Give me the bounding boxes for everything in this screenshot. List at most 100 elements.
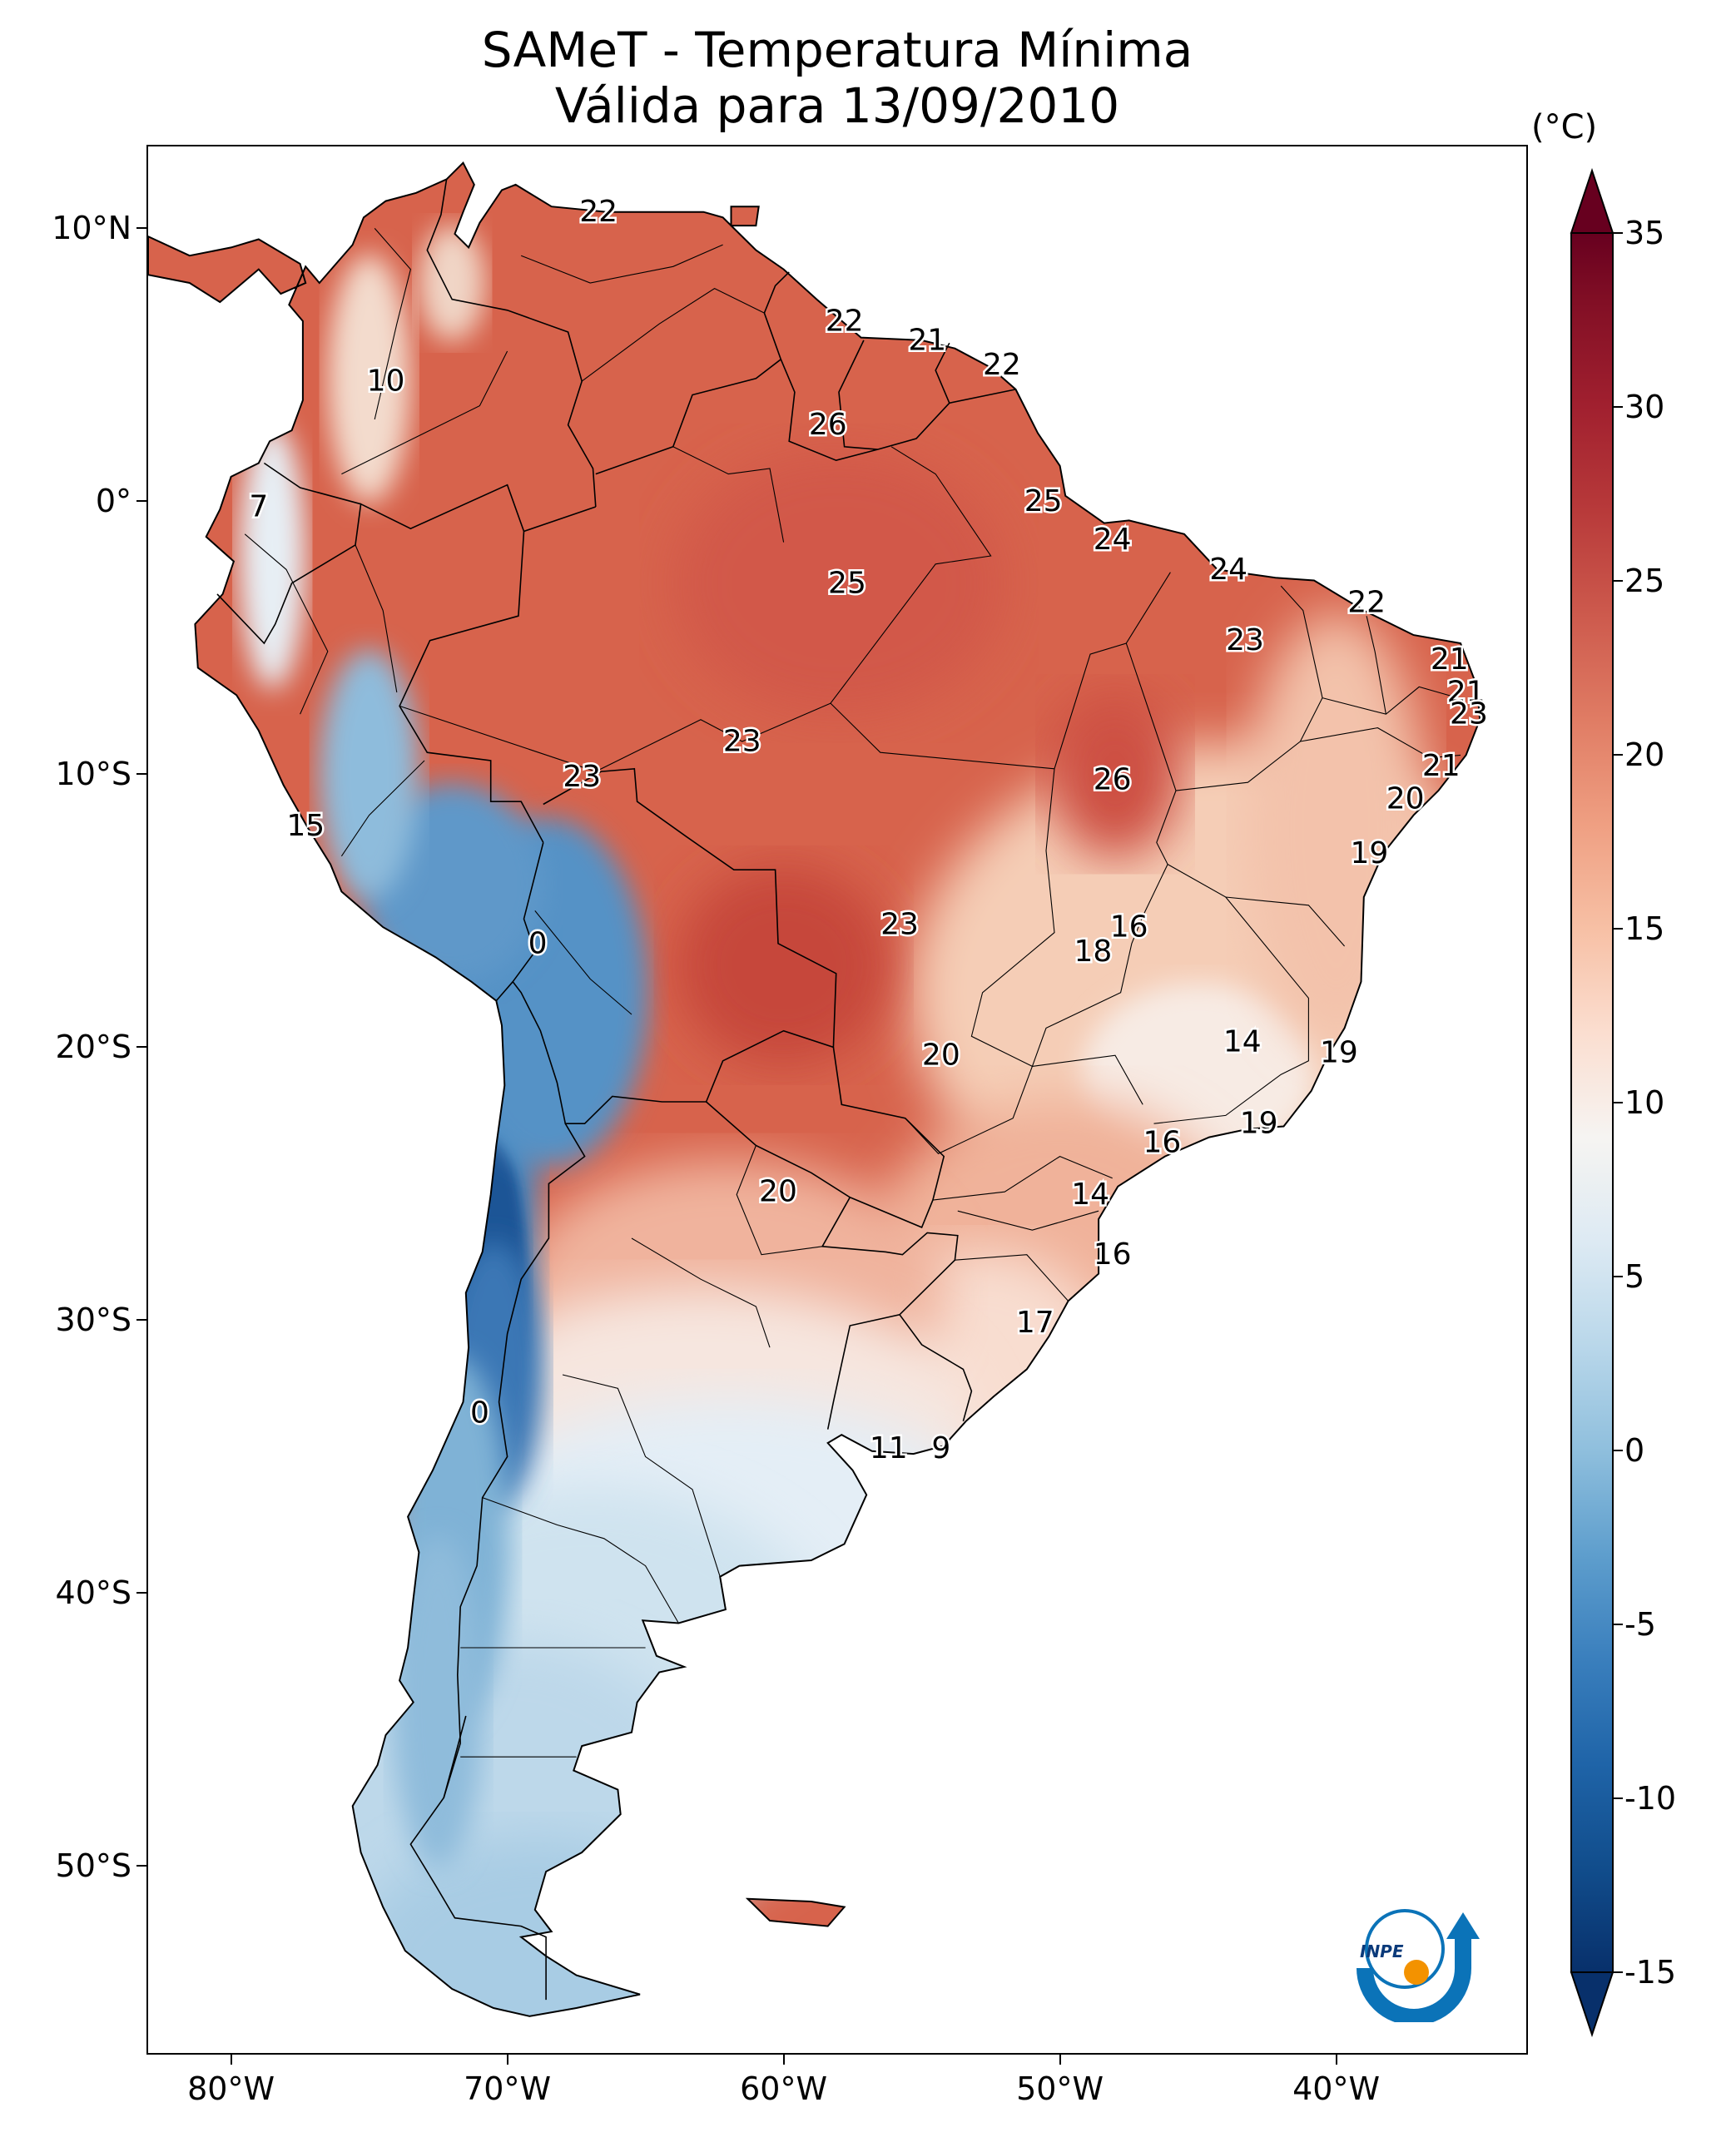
country-border: [512, 767, 837, 1124]
temperature-label: 15: [286, 809, 325, 843]
country-border: [409, 1123, 586, 2001]
temperature-label: 16: [1094, 1237, 1132, 1272]
state-border: [932, 1155, 1113, 1201]
temperature-label: 25: [828, 566, 866, 600]
lat-tick-label: 40°S: [55, 1574, 131, 1612]
state-border: [340, 760, 425, 857]
colorbar-tick: [1613, 406, 1623, 408]
colorbar-extend-max: [1570, 167, 1614, 234]
temperature-label: 23: [563, 760, 601, 794]
country-border: [706, 1047, 945, 1228]
lat-tick-mark: [136, 1865, 146, 1867]
temperature-label: 24: [1094, 523, 1132, 557]
colorbar-tick-label: -5: [1624, 1606, 1656, 1643]
state-border: [1153, 896, 1309, 1124]
country-border: [595, 271, 790, 475]
map-subtitle: Válida para 13/09/2010: [554, 77, 1120, 134]
temperature-label: 0: [470, 1396, 489, 1430]
state-border: [244, 533, 329, 715]
state-border: [355, 544, 398, 693]
colorbar-tick-label: 5: [1624, 1258, 1645, 1295]
colorbar-tick-label: 20: [1624, 736, 1665, 773]
colorbar-tick-label: 15: [1624, 910, 1665, 947]
colorbar-tick-label: -15: [1624, 1954, 1677, 1991]
state-border: [1322, 686, 1458, 715]
inpe-logo: INPE: [1357, 1909, 1480, 2022]
state-border: [1031, 915, 1143, 1105]
lat-tick-mark: [136, 1592, 146, 1594]
colorbar-tick: [1613, 1624, 1623, 1625]
lon-tick-mark: [506, 2055, 508, 2065]
temperature-label: 19: [1240, 1107, 1278, 1141]
temperature-label: 19: [1320, 1035, 1358, 1069]
lon-tick-label: 70°W: [464, 2070, 552, 2107]
temperature-label: 24: [1209, 553, 1247, 587]
state-border: [1167, 864, 1346, 947]
country-border: [426, 179, 597, 508]
temperature-label: 22: [579, 195, 618, 229]
temperature-label: 21: [1431, 642, 1469, 677]
lon-tick-mark: [782, 2055, 785, 2065]
state-border: [562, 1374, 721, 1577]
country-border: [949, 389, 1016, 404]
colorbar-tick: [1613, 754, 1623, 756]
map-title: SAMeT - Temperatura Mínima: [481, 22, 1193, 78]
state-border: [736, 1145, 823, 1256]
state-border: [1125, 642, 1177, 917]
lat-tick-label: 50°S: [55, 1847, 131, 1885]
country-border: [495, 981, 513, 1002]
colorbar-tick: [1613, 232, 1623, 234]
temperature-label: 21: [1422, 749, 1461, 783]
temperature-label: 23: [723, 725, 761, 759]
country-border: [443, 1715, 467, 1798]
temperature-label: 10: [367, 364, 405, 399]
country-border: [838, 340, 878, 450]
state-border: [672, 446, 785, 543]
colorbar-tick: [1613, 928, 1623, 930]
lat-tick-label: 10°S: [55, 756, 131, 793]
temperature-label: 20: [1386, 781, 1425, 816]
colorbar-tick-label: -10: [1624, 1780, 1677, 1817]
colorbar-gradient: [1570, 232, 1614, 1973]
colorbar-tick: [1613, 580, 1623, 582]
state-border: [520, 244, 723, 284]
country-border: [899, 1314, 973, 1422]
colorbar-tick-label: 0: [1624, 1432, 1645, 1469]
temperature-label: 17: [1016, 1306, 1054, 1340]
temperature-label: 26: [1094, 762, 1132, 796]
temperature-label: 0: [528, 926, 548, 960]
temperature-label: 21: [1447, 676, 1486, 710]
lon-tick-label: 80°W: [187, 2070, 275, 2107]
colorbar-tick: [1613, 1276, 1623, 1277]
state-border: [374, 228, 412, 420]
state-border: [631, 1237, 771, 1348]
temperature-label: 22: [983, 348, 1021, 382]
lon-tick-mark: [1335, 2055, 1337, 2065]
lat-tick-label: 20°S: [55, 1029, 131, 1066]
temperature-label: 21: [908, 323, 946, 357]
lon-tick-label: 60°W: [740, 2070, 828, 2107]
state-border: [1366, 616, 1386, 715]
colorbar-tick-label: 30: [1624, 389, 1665, 425]
temperature-label: 19: [1351, 836, 1389, 870]
state-border: [830, 446, 992, 704]
lon-tick-label: 40°W: [1292, 2070, 1381, 2107]
state-border: [955, 1254, 1069, 1302]
country-border: [821, 1197, 959, 1430]
state-border: [399, 702, 1055, 772]
lon-tick-mark: [230, 2055, 232, 2065]
colorbar-tick: [1613, 1797, 1623, 1799]
lat-tick-mark: [136, 1319, 146, 1321]
temperature-label: 20: [759, 1175, 797, 1209]
country-border: [263, 462, 361, 505]
lat-tick-label: 0°: [95, 483, 131, 520]
state-border: [970, 768, 1055, 1067]
lat-tick-mark: [136, 1046, 146, 1049]
temperature-label: 7: [249, 489, 268, 523]
country-border: [399, 506, 597, 843]
lon-tick-mark: [1059, 2055, 1061, 2065]
temperature-label: 14: [1071, 1178, 1109, 1212]
colorbar-extend-min: [1570, 1971, 1614, 2038]
temperature-label: 11: [870, 1431, 908, 1465]
